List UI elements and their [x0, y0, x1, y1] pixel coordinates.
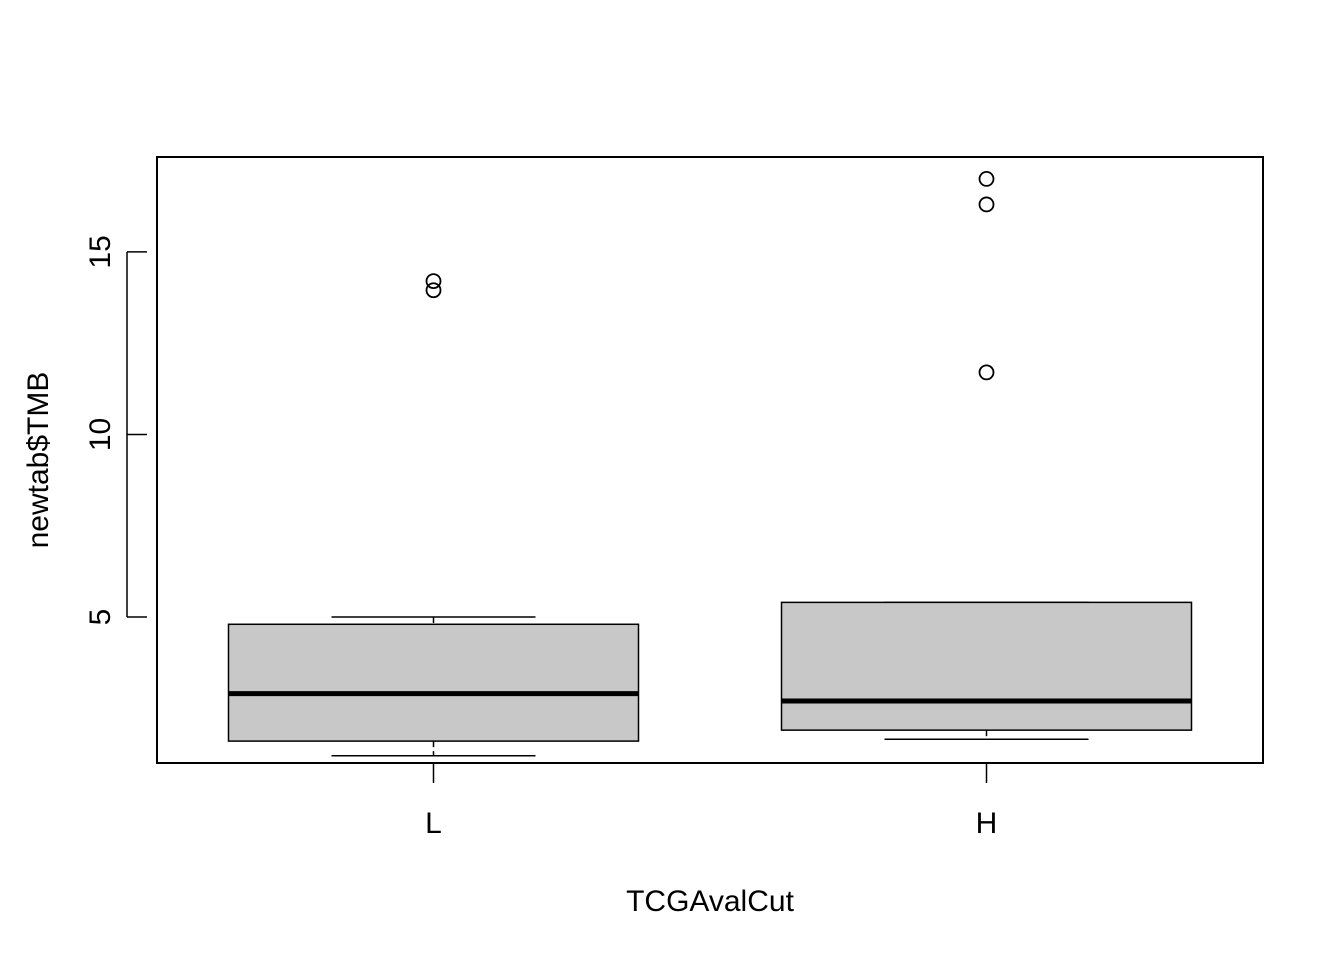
box-group-l	[227, 273, 640, 757]
boxes-layer	[227, 171, 1193, 757]
x-axis-title: TCGAvalCut	[626, 885, 794, 918]
y-tick-label: 5	[84, 609, 117, 626]
outlier-point	[425, 282, 442, 299]
outlier-point	[978, 171, 995, 187]
outlier-point	[425, 273, 442, 290]
y-axis-title: newtab$TMB	[22, 372, 55, 549]
plot-frame	[156, 156, 1264, 764]
box-group-h	[780, 171, 1193, 741]
y-axis: 5 10 15	[84, 235, 147, 625]
x-tick-label: H	[976, 807, 998, 840]
y-tick-label: 15	[84, 235, 117, 268]
outlier-point	[978, 196, 995, 213]
outlier-point	[978, 364, 995, 381]
iqr-box	[227, 623, 640, 742]
y-tick-label: 10	[84, 418, 117, 451]
iqr-box	[780, 601, 1193, 731]
x-tick-label: L	[425, 807, 442, 840]
